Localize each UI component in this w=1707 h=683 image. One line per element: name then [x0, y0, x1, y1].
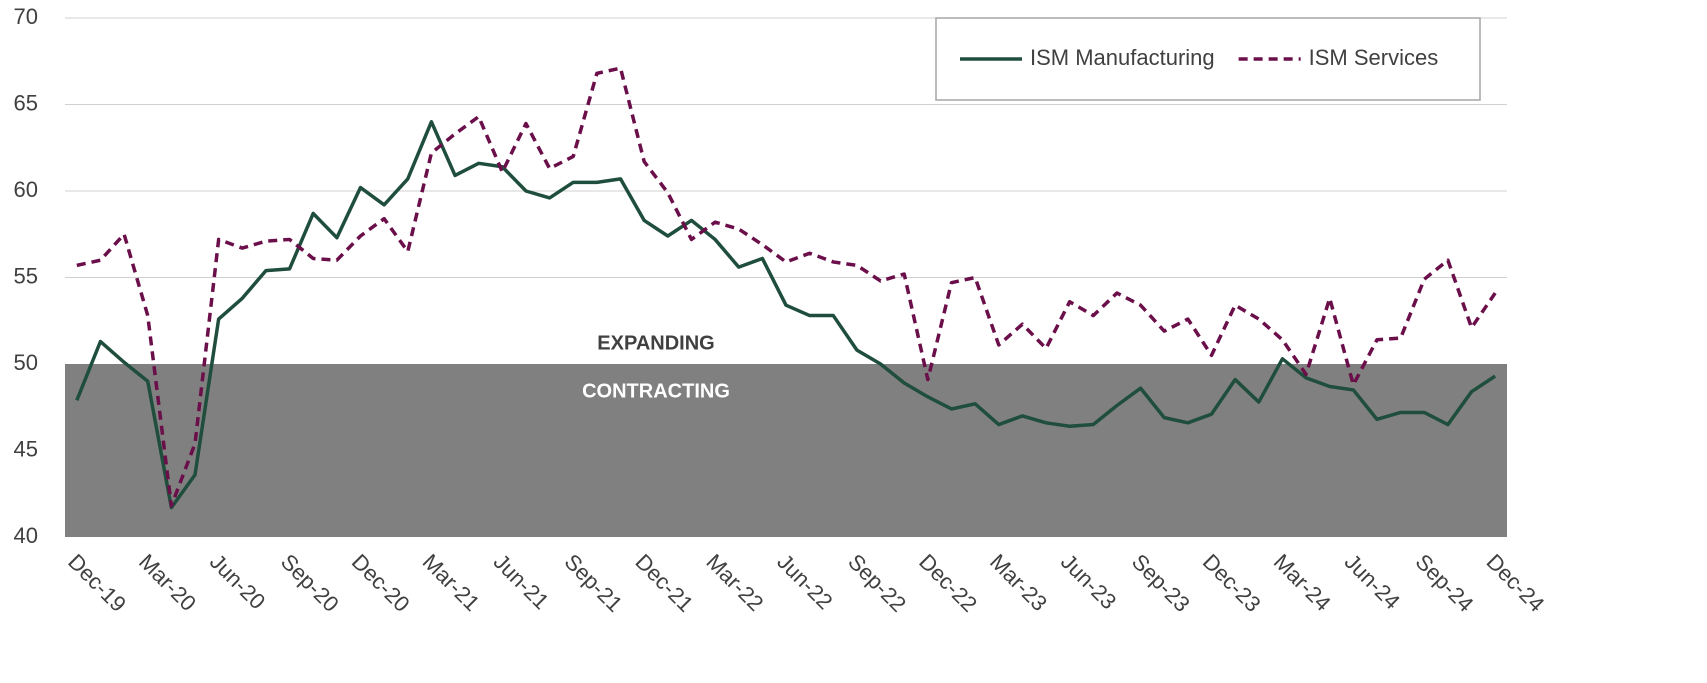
- x-tick-label: Mar-24: [1269, 549, 1336, 616]
- series-line: [75, 120, 1497, 510]
- x-tick-label: Jun-20: [205, 549, 270, 614]
- x-tick-label: Sep-21: [560, 549, 628, 617]
- legend-box: [935, 17, 1481, 101]
- x-tick-label: Mar-21: [418, 549, 485, 616]
- x-tick-label: Dec-21: [631, 549, 699, 617]
- y-tick-label: 50: [14, 350, 38, 375]
- annotation: EXPANDING: [597, 332, 714, 354]
- x-tick-label: Mar-20: [134, 549, 201, 616]
- x-tick-label: Jun-22: [772, 549, 837, 614]
- legend-label: ISM Manufacturing: [1030, 45, 1215, 70]
- y-tick-label: 55: [14, 263, 38, 288]
- x-tick-label: Dec-20: [347, 549, 415, 617]
- x-tick-label: Jun-21: [489, 549, 554, 614]
- x-tick-label: Jun-23: [1056, 549, 1121, 614]
- x-tick-label: Sep-23: [1127, 549, 1195, 617]
- legend: ISM Manufacturing ISM Services: [935, 17, 1481, 101]
- x-tick-label: Dec-23: [1198, 549, 1266, 617]
- x-tick-label: Mar-23: [985, 549, 1052, 616]
- x-tick-label: Jun-24: [1340, 549, 1405, 614]
- x-tick-label: Dec-24: [1482, 549, 1550, 617]
- y-tick-label: 60: [14, 177, 38, 202]
- x-tick-label: Sep-22: [843, 549, 911, 617]
- y-tick-label: 40: [14, 523, 38, 548]
- x-tick-label: Sep-20: [276, 549, 344, 617]
- contracting-zone: [65, 364, 1507, 537]
- series-line: [76, 66, 1497, 508]
- y-tick-label: 45: [14, 436, 38, 461]
- annotation: CONTRACTING: [582, 380, 730, 402]
- x-tick-label: Dec-19: [63, 549, 131, 617]
- y-tick-label: 65: [14, 90, 38, 115]
- x-tick-label: Sep-24: [1411, 549, 1479, 617]
- x-tick-label: Mar-22: [701, 549, 768, 616]
- x-tick-label: Dec-22: [914, 549, 982, 617]
- legend-label: ISM Services: [1309, 45, 1439, 70]
- y-tick-label: 70: [14, 4, 38, 29]
